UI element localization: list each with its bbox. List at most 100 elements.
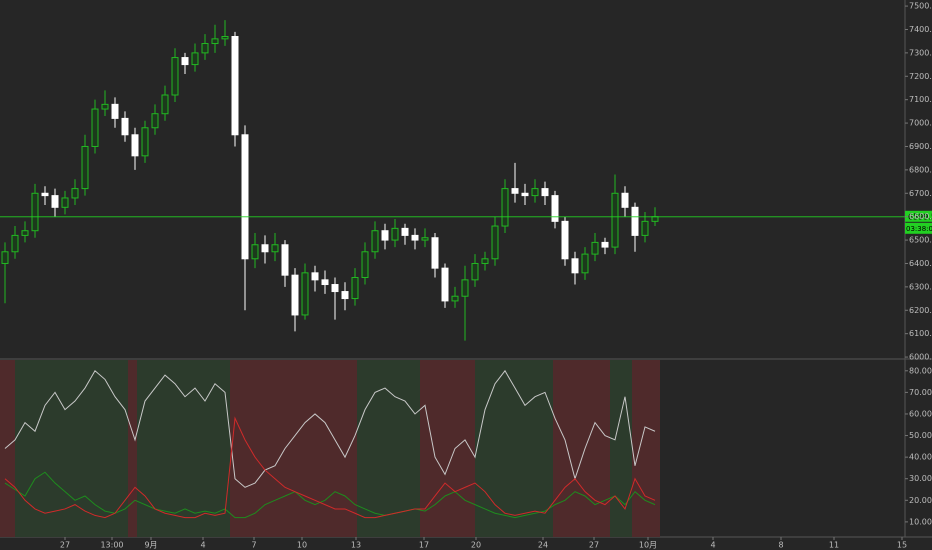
y-tick-label: 6200.0 — [909, 306, 932, 315]
candle-body — [271, 244, 279, 253]
x-tick-label: 27 — [60, 541, 70, 550]
y-tick-label: 70.0000 — [909, 388, 932, 397]
candle-body — [391, 227, 399, 241]
indicator-line — [4, 471, 656, 519]
candle-body — [21, 230, 29, 236]
x-tick-label: 20 — [471, 541, 481, 550]
x-tick-label: 24 — [538, 541, 548, 550]
last-price-box — [905, 210, 932, 222]
candle-body — [191, 52, 199, 66]
signal-region — [420, 360, 475, 537]
candle-body — [151, 113, 159, 129]
candle-body — [301, 272, 309, 316]
candle-body — [161, 94, 169, 115]
candle-body — [481, 258, 489, 264]
y-tick-label: 30.0000 — [909, 474, 932, 483]
y-tick-label: 6700.0 — [909, 189, 932, 198]
y-tick-label: 6800.0 — [909, 165, 932, 174]
candle-body — [91, 108, 99, 147]
x-tick-label: 17 — [419, 541, 429, 550]
x-tick-label: 7 — [251, 541, 256, 550]
candle-body — [401, 227, 409, 236]
candle-body — [641, 220, 649, 236]
x-tick-label: 13 — [351, 541, 361, 550]
signal-region — [15, 360, 128, 537]
candle-body — [461, 279, 469, 297]
candle-body — [201, 43, 209, 54]
y-tick-label: 6600.0 — [909, 212, 932, 221]
candle-body — [111, 103, 119, 119]
candle-body — [251, 244, 259, 260]
y-tick-label: 7200.0 — [909, 72, 932, 81]
signal-region — [0, 360, 15, 537]
countdown-box — [905, 222, 932, 234]
x-tick-label: 4 — [200, 541, 205, 550]
x-tick-label: 10 — [297, 541, 307, 550]
candle-body — [611, 192, 619, 248]
y-tick-label: 6100.0 — [909, 329, 932, 338]
candle-body — [411, 234, 419, 241]
candle-body — [451, 295, 459, 302]
candle-body — [521, 192, 529, 197]
x-tick-label: 13:00 — [100, 541, 123, 550]
y-tick-label: 6000.0 — [909, 353, 932, 362]
candle-body — [1, 251, 9, 264]
candle-body — [491, 225, 499, 260]
last-price-label: 6599.5 — [908, 212, 932, 221]
candle-body — [381, 230, 389, 241]
y-tick-label: 7300.0 — [909, 48, 932, 57]
y-tick-label: 40.0000 — [909, 453, 932, 462]
candle-body — [531, 188, 539, 197]
y-tick-label: 7100.0 — [909, 95, 932, 104]
candle-body — [371, 230, 379, 253]
candle-body — [621, 192, 629, 208]
x-tick-label: 15 — [897, 541, 907, 550]
x-tick-label: 4 — [710, 541, 715, 550]
indicator-line — [4, 416, 656, 519]
candle-body — [291, 274, 299, 316]
signal-region — [128, 360, 137, 537]
candle-body — [551, 195, 559, 222]
candle-body — [501, 188, 509, 227]
candle-body — [331, 284, 339, 293]
candle-body — [131, 134, 139, 157]
signal-region — [230, 360, 357, 537]
candle-body — [561, 220, 569, 260]
x-tick-label: 11 — [829, 541, 839, 550]
candle-body — [121, 117, 129, 136]
candle-body — [421, 237, 429, 241]
candle-body — [241, 134, 249, 260]
candle-body — [471, 262, 479, 281]
candle-body — [541, 188, 549, 197]
candle-body — [651, 216, 659, 222]
candle-body — [221, 36, 229, 40]
candle-body — [141, 127, 149, 157]
candle-body — [351, 277, 359, 300]
x-tick-label: 9月 — [144, 541, 157, 550]
candle-body — [31, 192, 39, 232]
candle-body — [81, 145, 89, 190]
candle-body — [511, 188, 519, 194]
candle-body — [281, 244, 289, 276]
y-tick-label: 50.0000 — [909, 431, 932, 440]
countdown-label: 03:38:00 — [906, 225, 932, 233]
y-tick-label: 80.0000 — [909, 366, 932, 375]
candle-body — [71, 188, 79, 199]
candle-body — [181, 57, 189, 66]
x-tick-label: 27 — [589, 541, 599, 550]
x-tick-label: 8 — [778, 541, 783, 550]
y-tick-label: 6500.0 — [909, 236, 932, 245]
y-tick-label: 7500.0 — [909, 2, 932, 11]
signal-region — [610, 360, 632, 537]
candle-body — [361, 251, 369, 279]
y-tick-label: 6300.0 — [909, 282, 932, 291]
candle-body — [581, 253, 589, 274]
y-tick-label: 6400.0 — [909, 259, 932, 268]
indicator-line — [4, 369, 656, 488]
candle-body — [341, 291, 349, 300]
signal-region — [357, 360, 420, 537]
candle-body — [591, 241, 599, 255]
signal-region — [137, 360, 230, 537]
candle-body — [101, 103, 109, 110]
